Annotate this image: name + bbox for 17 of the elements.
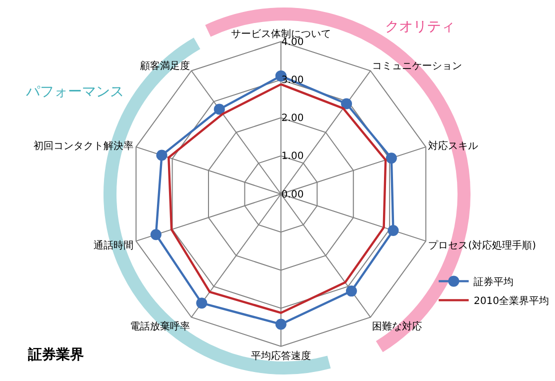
- y-tick-label: 2.00: [281, 113, 304, 124]
- legend-label: 2010全業界平均: [474, 295, 550, 308]
- spoke-label: 平均応答速度: [250, 350, 311, 362]
- spoke-label: 対応スキル: [428, 140, 478, 152]
- spoke-label: 顧客満足度: [140, 60, 190, 72]
- text: 証券業界: [26, 346, 84, 364]
- text: クオリティ: [385, 19, 455, 35]
- spoke-label: プロセス(対応処理手順): [428, 239, 536, 252]
- spoke-label: 初回コンタクト解決率: [34, 140, 134, 152]
- text: パフォーマンス: [25, 84, 124, 100]
- y-tick-label: 1.00: [281, 151, 304, 162]
- spoke-label: 電話放棄呼率: [130, 320, 190, 332]
- legend-label: 証券平均: [474, 276, 514, 288]
- spoke-label: コミュニケーション: [372, 61, 462, 72]
- y-tick-label: 0.00: [281, 189, 304, 200]
- spoke-label: 通話時間: [94, 239, 134, 252]
- spoke-label: 困難な対応: [372, 320, 422, 332]
